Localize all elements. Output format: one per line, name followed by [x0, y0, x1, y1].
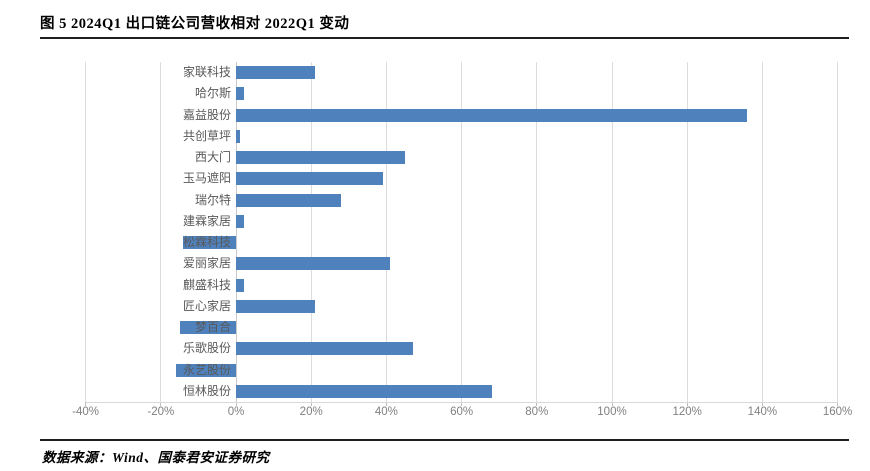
bar	[236, 129, 240, 143]
category-label: 建霖家居	[182, 213, 231, 228]
bar	[179, 321, 236, 335]
title-divider	[40, 37, 849, 39]
bar	[236, 193, 342, 207]
x-tick-label: 100%	[597, 406, 627, 418]
gridline	[310, 62, 312, 402]
bar	[236, 172, 383, 186]
category-label: 松霖科技	[182, 235, 231, 249]
x-tick-label: 80%	[525, 406, 549, 418]
category-label: 家联科技	[182, 65, 231, 79]
x-axis-tick	[235, 402, 237, 406]
x-axis-tick	[160, 402, 162, 406]
gridline	[761, 62, 763, 402]
x-tick-label: 140%	[747, 406, 778, 418]
x-axis-tick	[611, 402, 613, 406]
bar	[236, 278, 244, 292]
category-label: 麒盛科技	[182, 277, 231, 292]
x-axis-tick	[385, 402, 387, 406]
gridline	[160, 62, 162, 402]
category-label: 乐歌股份	[182, 341, 231, 356]
bar	[236, 151, 406, 165]
gridline	[686, 62, 688, 402]
bar	[236, 108, 748, 122]
category-label: 恒林股份	[182, 383, 231, 398]
category-label: 哈尔斯	[194, 86, 231, 101]
x-axis-tick	[686, 402, 688, 406]
x-tick-label: 160%	[822, 406, 853, 418]
bar	[236, 257, 391, 271]
x-tick-label: 120%	[672, 406, 702, 418]
data-source: 数据来源：Wind、国泰君安证券研究	[42, 450, 270, 465]
x-axis-tick	[461, 402, 463, 406]
bar	[236, 384, 492, 398]
bar	[236, 342, 413, 356]
gridline	[837, 62, 839, 402]
category-label: 永艺股份	[182, 362, 231, 377]
figure-title: 图 5 2024Q1 出口链公司营收相对 2022Q1 变动	[40, 16, 350, 32]
gridline	[385, 62, 387, 402]
x-tick-label: 20%	[299, 406, 323, 418]
x-tick-label: 60%	[450, 406, 474, 418]
x-tick-label: 40%	[374, 406, 398, 418]
category-label: 瑞尔特	[194, 192, 231, 207]
gridline	[461, 62, 463, 402]
gridline	[536, 62, 538, 402]
category-label: 西大门	[194, 150, 231, 164]
zero-axis-line	[235, 62, 237, 402]
category-label: 梦百合	[194, 320, 231, 334]
bar	[236, 87, 244, 101]
category-label: 共创草坪	[182, 128, 231, 143]
category-label: 爱丽家居	[182, 256, 231, 271]
x-axis-tick	[536, 402, 538, 406]
x-axis-tick	[837, 402, 839, 406]
x-axis-tick	[85, 402, 87, 406]
x-axis-tick	[310, 402, 312, 406]
bar	[183, 236, 236, 250]
bar	[236, 214, 244, 228]
x-axis-line	[85, 402, 838, 403]
x-axis-tick	[761, 402, 763, 406]
gridline	[611, 62, 613, 402]
bar	[236, 299, 315, 313]
bar	[175, 363, 236, 377]
gridline	[85, 62, 87, 402]
category-label: 嘉益股份	[182, 107, 231, 122]
category-label: 匠心家居	[182, 298, 231, 313]
category-label: 玉马遮阳	[182, 171, 231, 186]
x-tick-label: -40%	[72, 406, 100, 418]
footer-divider	[40, 439, 849, 441]
bar	[236, 66, 315, 80]
x-tick-label: 0%	[227, 406, 245, 418]
x-tick-label: -20%	[147, 406, 175, 418]
